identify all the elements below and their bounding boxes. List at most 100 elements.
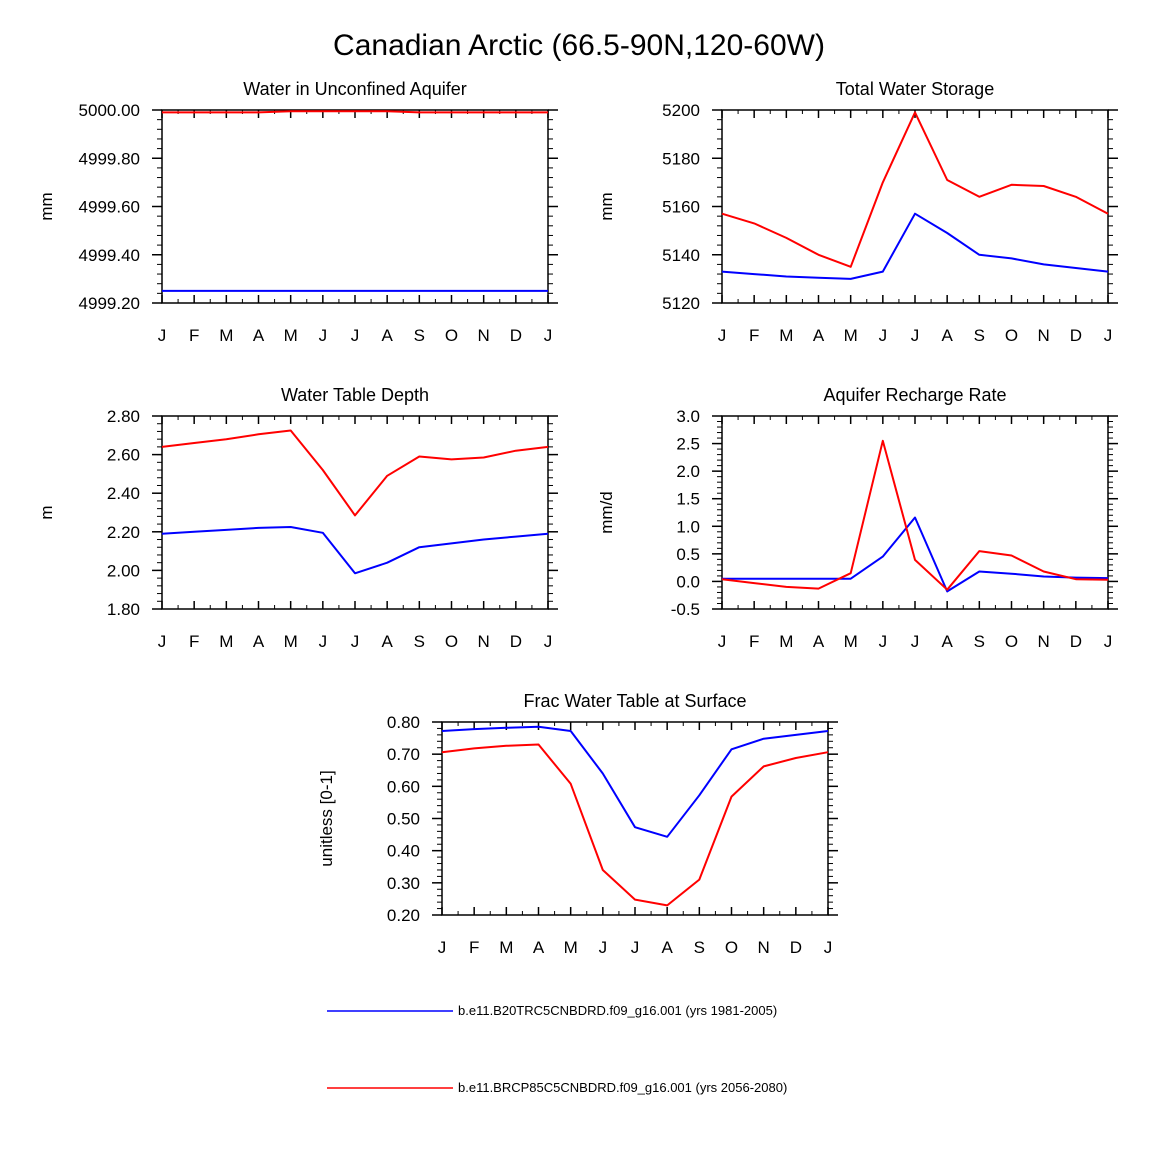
x-tick-label: A [813,326,825,345]
x-tick-label: J [351,632,360,651]
x-tick-label: A [381,326,393,345]
x-tick-label: J [718,326,727,345]
x-tick-label: D [510,326,522,345]
y-tick-label: 0.30 [387,874,420,893]
y-axis-label: mm [597,192,616,220]
x-tick-label: J [158,632,167,651]
plot-frame [441,721,829,916]
series-line-2 [721,111,1109,268]
y-tick-label: 5000.00 [79,101,140,120]
x-tick-label: A [813,632,825,651]
x-tick-label: F [189,326,199,345]
series-line-2 [162,110,548,114]
x-tick-label: D [510,632,522,651]
y-axis-label: mm [37,192,56,220]
x-tick-label: S [694,938,705,957]
panel-title: Frac Water Table at Surface [523,691,746,711]
x-tick-label: O [725,938,738,957]
y-tick-label: 0.60 [387,777,420,796]
x-tick-label: J [718,632,727,651]
plot-frame [161,415,549,610]
panel-title: Water Table Depth [281,385,429,405]
x-tick-label: N [478,326,490,345]
plot-frame [721,109,1109,304]
legend: b.e11.B20TRC5CNBDRD.f09_g16.001 (yrs 198… [327,1003,787,1095]
x-tick-label: S [414,632,425,651]
x-tick-label: M [564,938,578,957]
y-tick-label: 0.70 [387,745,420,764]
x-tick-label: O [445,632,458,651]
x-tick-label: M [219,632,233,651]
x-tick-label: M [844,632,858,651]
x-tick-label: J [158,326,167,345]
y-tick-label: 3.0 [676,407,700,426]
series-line-1 [721,212,1109,280]
series-line-1 [161,526,549,575]
y-tick-label: 1.5 [676,490,700,509]
x-tick-label: J [631,938,640,957]
x-tick-label: J [824,938,833,957]
x-tick-label: J [544,632,553,651]
legend-item: b.e11.B20TRC5CNBDRD.f09_g16.001 (yrs 198… [327,1003,777,1018]
y-tick-label: 2.00 [107,561,140,580]
x-tick-label: J [911,326,920,345]
y-tick-label: 4999.40 [79,246,140,265]
plot-frame [161,109,549,304]
x-tick-label: A [381,632,393,651]
y-axis-label: mm/d [597,491,616,534]
y-tick-label: 5160 [662,198,700,217]
legend-label: b.e11.B20TRC5CNBDRD.f09_g16.001 (yrs 198… [458,1003,777,1018]
y-tick-label: 1.0 [676,517,700,536]
x-tick-label: S [974,632,985,651]
plot-frame [721,415,1109,610]
y-tick-label: 4999.60 [79,198,140,217]
x-tick-label: M [284,632,298,651]
x-tick-label: J [879,632,888,651]
x-tick-label: M [499,938,513,957]
series-line-2 [721,439,1109,591]
x-tick-label: M [844,326,858,345]
y-tick-label: 2.20 [107,523,140,542]
x-tick-label: J [1104,326,1113,345]
y-tick-label: 5200 [662,101,700,120]
series-line-2 [441,743,829,907]
x-tick-label: D [790,938,802,957]
x-tick-label: A [941,326,953,345]
series-line-1 [722,516,1109,593]
x-tick-label: A [253,632,265,651]
y-tick-label: 0.5 [676,545,700,564]
series-line-1 [441,725,829,838]
legend-item: b.e11.BRCP85C5CNBDRD.f09_g16.001 (yrs 20… [327,1080,787,1095]
x-tick-label: J [319,632,328,651]
x-tick-label: N [1038,326,1050,345]
x-tick-label: J [911,632,920,651]
x-tick-label: F [469,938,479,957]
y-tick-label: 5180 [662,149,700,168]
x-tick-label: D [1070,326,1082,345]
x-tick-label: J [879,326,888,345]
x-tick-label: N [478,632,490,651]
x-tick-label: J [351,326,360,345]
x-tick-label: S [414,326,425,345]
x-tick-label: M [284,326,298,345]
y-tick-label: 2.60 [107,446,140,465]
y-tick-label: 0.20 [387,906,420,925]
x-tick-label: M [779,632,793,651]
y-tick-label: 0.50 [387,810,420,829]
y-tick-label: 4999.20 [79,294,140,313]
x-tick-label: N [758,938,770,957]
x-tick-label: J [599,938,608,957]
x-tick-label: F [749,326,759,345]
x-tick-label: J [438,938,447,957]
x-tick-label: F [749,632,759,651]
y-tick-label: 2.80 [107,407,140,426]
y-tick-label: 4999.80 [79,149,140,168]
y-tick-label: 0.0 [676,572,700,591]
x-tick-label: D [1070,632,1082,651]
series-line-2 [161,429,549,517]
